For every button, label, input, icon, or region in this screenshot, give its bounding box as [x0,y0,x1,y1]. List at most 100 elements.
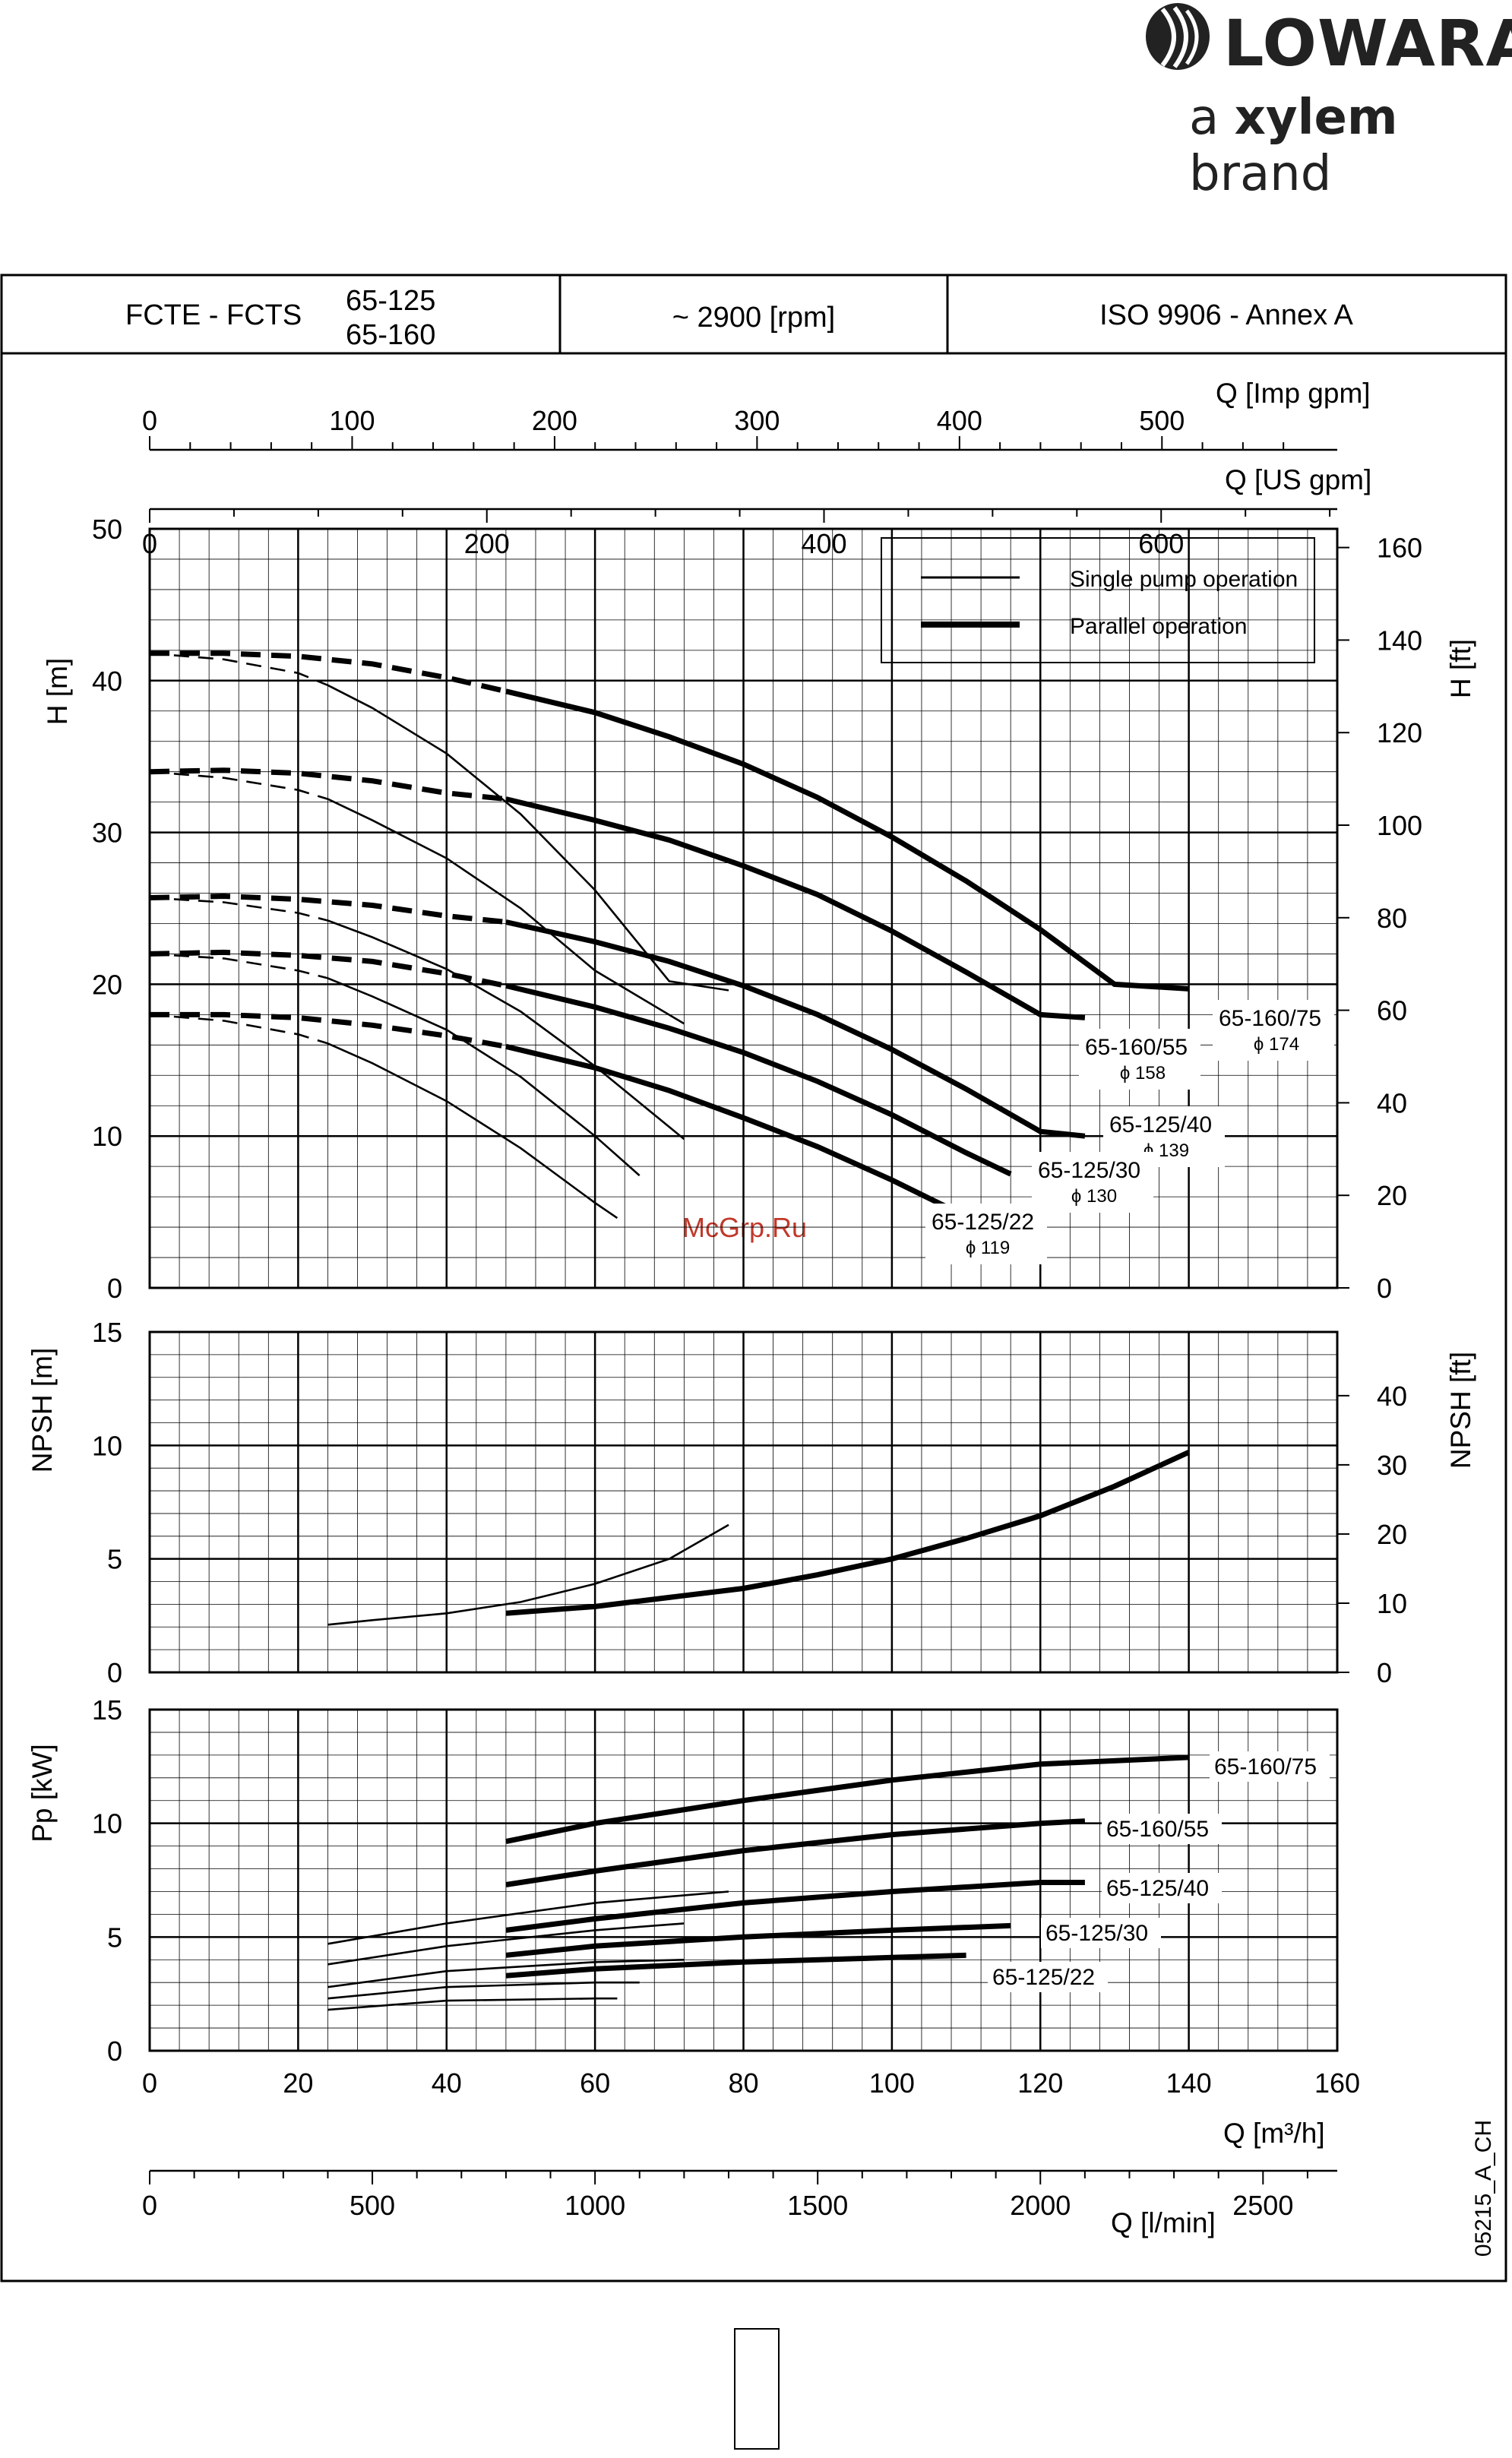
npsh-panel-border [148,1330,1339,1674]
tick-us-gpm: 0 [142,528,157,559]
npsh-single-npsh-curve [327,1523,729,1626]
axis-label-h-m: H [m] [42,658,73,725]
header-standard: ISO 9906 - Annex A [1099,299,1353,331]
tick-q-m3h: 20 [283,2067,313,2099]
legend-single-label: Single pump operation [1070,567,1298,592]
tick-h-ft: 140 [1377,625,1422,656]
tick-h-m: 30 [92,818,122,849]
legend-box [881,537,1315,663]
65-160-75-single-head-curve-dashed [149,652,328,687]
65-160-75-single-power-curve [327,1890,729,1945]
tick-h-m: 20 [92,969,122,1000]
header-model-1: 65-125 [346,285,435,317]
tick-npsh-m: 0 [107,1657,122,1688]
head-label-bg [925,1204,1047,1264]
head-curve-label: 65-125/22 [932,1210,1034,1235]
65-160-75-single-head-curve [327,684,729,992]
axis-label-q-m3h: Q [m³/h] [1223,2118,1325,2149]
tick-h-ft: 120 [1377,717,1422,748]
tick-q-lmin: 0 [142,2190,157,2221]
axis-label-npsh-m: NPSH [m] [27,1348,58,1473]
head-panel-border [148,527,1339,1289]
power-label-bg [1102,1814,1222,1844]
curve-label-layer: 65-160/75 ϕ 174 65-160/55 ϕ 158 65-125/40 ϕ 1… [925,1000,1334,1992]
65-125-40-single-power-curve [327,1959,685,1988]
tick-q-m3h: 80 [728,2067,758,2099]
tick-npsh-ft: 30 [1377,1450,1407,1481]
tick-h-m: 10 [92,1121,122,1152]
tick-us-gpm: 200 [464,528,510,559]
65-125-30-parallel-head-curve [505,982,1012,1177]
tick-h-ft: 160 [1377,533,1422,564]
head-curve-label: 65-125/40 [1109,1112,1212,1137]
65-125-30-single-power-curve [327,1981,640,2000]
tagline-brand: xylem [1234,90,1398,146]
head-label-bg [1032,1152,1153,1213]
power-curve-label: 65-160/75 [1214,1754,1317,1779]
tick-h-ft: 100 [1377,810,1422,841]
axis-label-us-gpm: Q [US gpm] [1225,464,1371,495]
65-125-22-single-head-curve [327,1042,618,1220]
65-160-55-single-power-curve [327,1922,685,1966]
65-160-55-single-head-curve [327,798,685,1025]
tick-h-m: 40 [92,666,122,697]
65-125-40-single-head-curve-dashed [149,897,328,922]
tick-q-lmin: 1000 [565,2190,625,2221]
npsh-grid [148,1330,1339,1674]
power-label-bg [1102,1873,1222,1903]
npsh-parallel-npsh-curve [505,1450,1191,1616]
tick-q-lmin: 2000 [1010,2190,1071,2221]
head-curve-label: 65-160/55 [1085,1035,1188,1060]
65-125-22-parallel-head-curve-dashed [150,1011,507,1049]
65-125-40-parallel-head-curve-dashed [149,893,507,925]
tick-q-m3h: 120 [1017,2067,1063,2099]
lowara-swirl-icon [1146,3,1210,70]
power-panel-border [148,1708,1339,2052]
tick-q-m3h: 60 [580,2067,610,2099]
65-160-75-parallel-power-curve [505,1754,1189,1845]
legend-parallel-label: Parallel operation [1070,614,1247,639]
legend: Single pump operation Parallel operation [881,537,1315,663]
lowara-logo [1146,3,1210,70]
pump-curve-chart: FCTE - FCTS 65-125 65-160 ~ 2900 [rpm] I… [0,274,1507,2282]
tagline-suffix: brand [1189,146,1332,202]
head-curve-label: 65-160/75 [1219,1006,1321,1031]
page-number-box [734,2328,780,2450]
tick-imp-gpm: 500 [1139,405,1185,436]
tick-npsh-ft: 20 [1377,1519,1407,1550]
power-curve-label: 65-160/55 [1106,1817,1209,1842]
power-curve-label: 65-125/40 [1106,1876,1209,1901]
65-125-30-single-head-curve [327,977,641,1177]
65-125-22-single-power-curve [327,1997,618,2011]
head-impeller-label: ϕ 174 [1254,1034,1299,1055]
header-speed: ~ 2900 [rpm] [672,302,835,334]
tick-npsh-m: 15 [92,1317,122,1348]
65-125-22-parallel-power-curve [505,1952,966,1979]
65-125-30-parallel-power-curve [505,1922,1011,1958]
tick-imp-gpm: 400 [937,405,982,436]
tick-power: 15 [92,1694,122,1726]
tick-q-m3h: 160 [1314,2067,1360,2099]
65-160-75-parallel-head-curve-dashed [150,650,507,694]
65-125-22-single-head-curve-dashed [149,1014,328,1045]
tick-q-m3h: 0 [142,2067,157,2099]
head-impeller-label: ϕ 119 [966,1238,1010,1258]
tick-h-ft: 20 [1377,1180,1407,1211]
tick-q-m3h: 40 [432,2067,462,2099]
65-160-55-parallel-power-curve [505,1818,1086,1887]
chart-frame [0,274,1507,2282]
65-160-55-parallel-head-curve [505,796,1086,1020]
65-160-55-parallel-head-curve-dashed [149,767,507,802]
65-125-40-parallel-power-curve [505,1880,1085,1933]
tick-q-m3h: 100 [869,2067,915,2099]
tick-us-gpm: 400 [801,528,846,559]
tick-npsh-m: 5 [107,1544,122,1575]
tick-q-lmin: 500 [350,2190,395,2221]
curve-layer [149,650,1191,2011]
tick-imp-gpm: 0 [142,405,157,436]
head-curve-label: 65-125/30 [1038,1158,1140,1183]
65-125-40-parallel-head-curve [505,919,1086,1139]
tick-h-ft: 40 [1377,1087,1407,1118]
head-impeller-label: ϕ 130 [1071,1186,1117,1207]
65-160-55-single-head-curve-dashed [149,770,328,800]
